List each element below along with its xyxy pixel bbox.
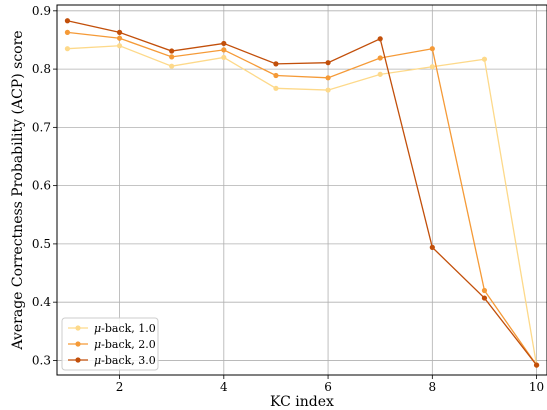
legend-box	[61, 317, 159, 371]
data-point	[273, 61, 279, 67]
data-point	[429, 64, 435, 70]
data-point	[481, 295, 488, 301]
legend-label: μ-back, 3.0	[94, 354, 156, 367]
data-point	[64, 29, 71, 35]
data-point	[273, 72, 279, 79]
x-axis-label: KC index	[270, 394, 334, 410]
data-point	[481, 287, 488, 294]
data-point	[169, 63, 175, 69]
series-layer	[64, 18, 540, 368]
y-tick-label: 0.4	[32, 295, 51, 309]
data-point	[169, 48, 175, 54]
data-point	[533, 362, 540, 368]
data-point	[377, 71, 383, 77]
series-line-3	[67, 20, 538, 366]
x-tick-label: 6	[324, 380, 332, 394]
data-point	[481, 56, 488, 62]
plot-frame	[56, 4, 547, 376]
series-line-1	[67, 45, 538, 366]
x-tick-label: 10	[529, 380, 544, 394]
y-tick-label: 0.6	[32, 179, 51, 193]
data-point	[64, 18, 71, 24]
x-tick-label: 4	[220, 380, 228, 394]
y-tick-label: 0.9	[32, 4, 51, 18]
y-tick-label: 0.8	[32, 62, 51, 76]
data-point	[221, 40, 227, 47]
y-tick-label: 0.5	[32, 237, 51, 251]
data-point	[429, 244, 435, 250]
legend-label: μ-back, 2.0	[94, 338, 156, 351]
data-point	[273, 85, 279, 91]
data-point	[116, 43, 123, 49]
data-point	[221, 47, 227, 53]
legend-marker	[75, 341, 81, 347]
data-point	[377, 55, 383, 61]
data-point	[325, 60, 331, 66]
data-point	[325, 87, 331, 93]
y-tick-label: 0.3	[32, 353, 51, 367]
data-point	[325, 75, 331, 81]
legend-label: μ-back, 1.0	[94, 322, 156, 335]
data-point	[377, 36, 383, 42]
y-axis-label: Average Correctness Probability (ACP) sc…	[10, 30, 26, 350]
data-point	[429, 46, 435, 52]
data-point	[169, 54, 175, 60]
data-point	[221, 54, 227, 61]
axis-ticks: 2 4 6 8 10 0.3 0.4 0.5 0.6 0.7 0.8 0.9	[32, 4, 544, 394]
y-tick-label: 0.7	[32, 120, 51, 134]
legend: μ-back, 1.0 μ-back, 2.0 μ-back, 3.0	[61, 317, 159, 371]
x-tick-label: 2	[116, 380, 124, 394]
x-tick-label: 8	[428, 380, 436, 394]
data-point	[64, 46, 71, 52]
data-point	[116, 29, 123, 35]
series-line-2	[67, 31, 538, 366]
legend-marker	[75, 325, 81, 331]
data-point	[116, 35, 123, 41]
legend-marker	[75, 357, 81, 363]
